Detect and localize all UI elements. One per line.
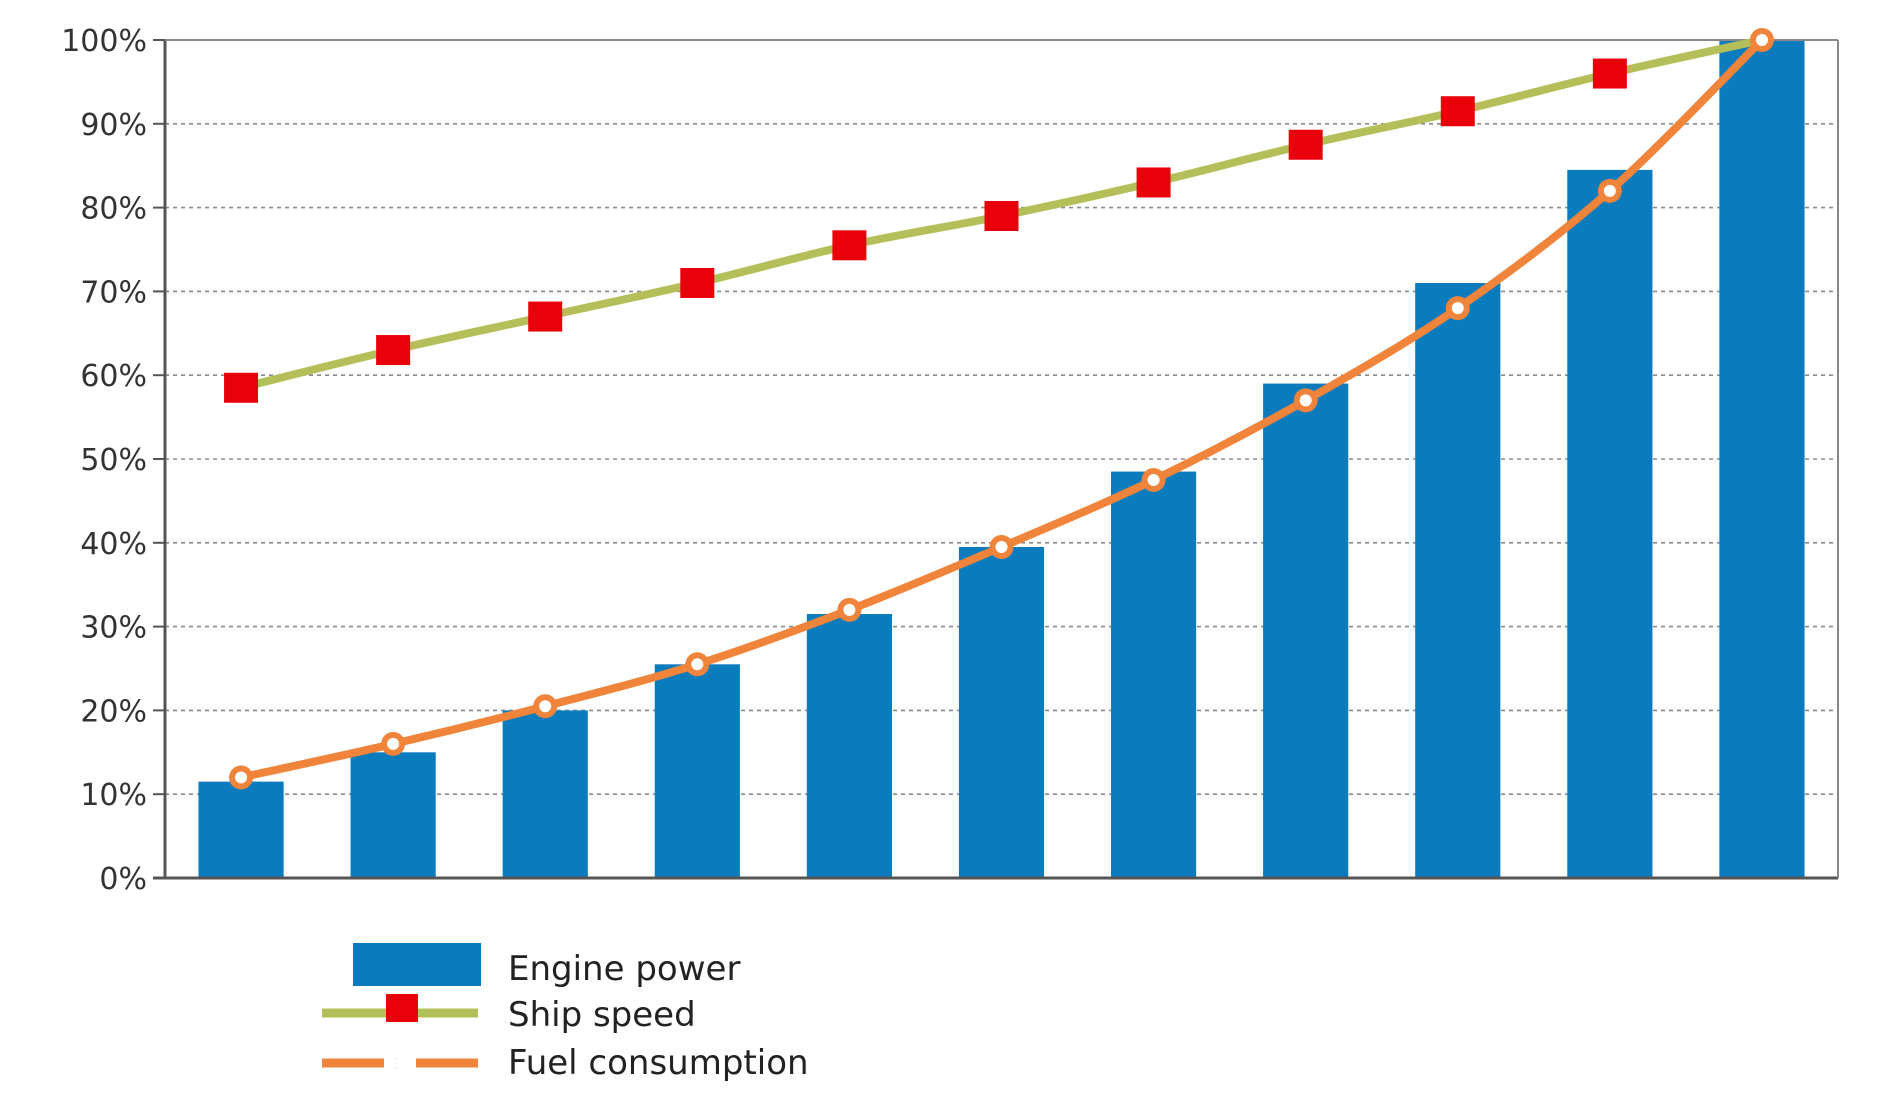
- marker-fuel-consumption-center-1: [235, 771, 248, 784]
- marker-ship-speed-6: [984, 200, 1019, 231]
- marker-fuel-consumption-center-3: [539, 700, 552, 713]
- marker-fuel-consumption-center-10: [1603, 184, 1616, 197]
- bar-engine-power-9: [1415, 283, 1501, 878]
- y-tick-label-9: 90%: [80, 108, 147, 143]
- line-series: [224, 28, 1774, 790]
- marker-fuel-consumption-center-5: [843, 603, 856, 616]
- marker-fuel-consumption-center-9: [1451, 302, 1464, 315]
- bar-engine-power-2: [350, 752, 436, 878]
- marker-fuel-consumption-center-7: [1147, 473, 1160, 486]
- marker-ship-speed-7: [1136, 167, 1171, 198]
- y-tick-label-5: 50%: [80, 443, 147, 478]
- legend-swatch-ship-speed-marker: [386, 994, 418, 1022]
- marker-ship-speed-9: [1440, 96, 1475, 127]
- y-tick-label-2: 20%: [80, 694, 147, 729]
- marker-fuel-consumption-center-4: [691, 658, 704, 671]
- y-tick-label-7: 70%: [80, 275, 147, 310]
- marker-ship-speed-5: [832, 230, 867, 261]
- engine-power-bars: [198, 40, 1805, 878]
- y-tick-label-4: 40%: [80, 527, 147, 562]
- y-tick-labels: 0% 10% 20% 30% 40% 50% 60% 70% 80% 90% 100%: [61, 24, 147, 897]
- legend-swatch-engine-power: [353, 943, 481, 986]
- legend: Engine power Ship speed Fuel consumption: [322, 943, 809, 1083]
- marker-ship-speed-4: [680, 268, 715, 299]
- legend-label-ship-speed: Ship speed: [508, 995, 696, 1035]
- marker-fuel-consumption-center-11: [1755, 34, 1768, 46]
- marker-ship-speed-2: [376, 335, 411, 366]
- bar-engine-power-1: [198, 781, 284, 878]
- bar-engine-power-11: [1719, 40, 1805, 878]
- legend-label-engine-power: Engine power: [508, 949, 740, 989]
- y-tick-label-1: 10%: [80, 778, 147, 813]
- marker-ship-speed-10: [1592, 58, 1627, 89]
- bar-engine-power-5: [806, 614, 892, 878]
- legend-swatch-fuel-marker: [395, 1057, 407, 1069]
- axes: [153, 39, 1839, 880]
- bar-engine-power-8: [1263, 383, 1349, 878]
- marker-ship-speed-3: [528, 301, 563, 332]
- bar-engine-power-3: [502, 710, 588, 878]
- y-tick-label-10: 100%: [61, 24, 147, 59]
- legend-label-fuel-consumption: Fuel consumption: [508, 1043, 809, 1083]
- y-tick-label-0: 0%: [99, 862, 147, 897]
- bar-engine-power-7: [1111, 471, 1197, 878]
- y-tick-label-6: 60%: [80, 359, 147, 394]
- bar-engine-power-4: [654, 664, 740, 878]
- bar-engine-power-6: [958, 546, 1045, 878]
- y-tick-label-3: 30%: [80, 611, 147, 646]
- marker-fuel-consumption-center-6: [995, 540, 1008, 553]
- marker-fuel-consumption-center-8: [1299, 394, 1312, 407]
- line-fuel-consumption: [240, 37, 1765, 782]
- y-tick-label-8: 80%: [80, 192, 147, 227]
- marker-ship-speed-8: [1288, 129, 1323, 160]
- marker-fuel-consumption-center-2: [387, 737, 400, 750]
- bar-engine-power-10: [1567, 169, 1653, 878]
- marker-ship-speed-1: [224, 372, 259, 403]
